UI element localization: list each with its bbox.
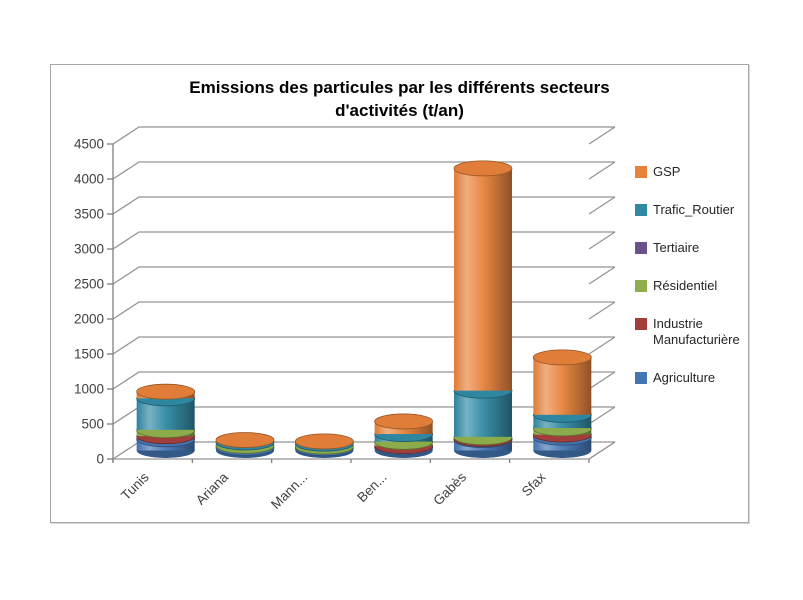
bar-sfax <box>532 349 592 458</box>
x-tick-label-ben: Ben... <box>354 470 390 506</box>
y-tick-label: 3000 <box>74 242 104 257</box>
bar-segment-gsp <box>533 357 592 415</box>
legend-swatch-trafic-routier <box>635 204 647 216</box>
bar-ariana <box>215 432 275 458</box>
x-tick-label-gab-s: Gabès <box>430 469 469 508</box>
legend-swatch-industrie-manufacturi-re <box>635 318 647 330</box>
legend-item-r-sidentiel: Résidentiel <box>635 278 745 294</box>
legend-label: Agriculture <box>653 370 716 385</box>
legend-item-gsp: GSP <box>635 164 745 180</box>
legend-swatch-r-sidentiel <box>635 280 647 292</box>
bar-mann <box>294 433 354 458</box>
x-tick-label-sfax: Sfax <box>519 469 549 499</box>
legend-item-trafic-routier: Trafic_Routier <box>635 202 745 218</box>
legend-swatch-agriculture <box>635 372 647 384</box>
y-tick-label: 2000 <box>74 312 104 327</box>
bar-ben <box>374 413 434 458</box>
legend-item-agriculture: Agriculture <box>635 370 745 386</box>
legend-label: Industrie Manufacturière <box>653 316 740 347</box>
bar-top-cap-gsp <box>215 432 275 448</box>
x-tick-label-ariana: Ariana <box>193 469 232 508</box>
legend-label: Trafic_Routier <box>653 202 735 217</box>
y-tick-label: 4500 <box>74 137 104 152</box>
legend-swatch-tertiaire <box>635 242 647 254</box>
y-tick-label: 0 <box>96 452 104 467</box>
chart-area: 0 500 1000 1500 2000 2500 3000 3500 4000 4500 Tuni… <box>50 64 749 523</box>
bar-top-cap-gsp <box>453 160 513 177</box>
plot-area: 0 500 1000 1500 2000 2500 3000 3500 4000 4500 Tuni… <box>74 126 616 512</box>
bar-top-cap-gsp <box>374 413 434 430</box>
bar-top-cap-gsp <box>136 383 196 400</box>
y-tick-label: 4000 <box>74 172 104 187</box>
y-tick-label: 1000 <box>74 382 104 397</box>
x-tick-label-mann: Mann... <box>268 470 310 512</box>
legend-item-industrie-manufacturi-re: Industrie Manufacturière <box>635 316 745 348</box>
legend-label: Tertiaire <box>653 240 700 255</box>
legend-item-tertiaire: Tertiaire <box>635 240 745 256</box>
y-tick-label: 2500 <box>74 277 104 292</box>
bar-top-cap-gsp <box>294 433 354 450</box>
chart-title: Emissions des particules par les différe… <box>189 78 610 120</box>
y-tick-label: 1500 <box>74 347 104 362</box>
legend-label: GSP <box>653 164 681 179</box>
x-tick-label-tunis: Tunis <box>118 469 152 503</box>
bar-gab-s <box>453 160 513 458</box>
y-tick-label: 3500 <box>74 207 104 222</box>
bar-top-cap-gsp <box>532 349 592 366</box>
legend: GSP Trafic_Routier Tertiaire Résidentiel Ind… <box>635 164 745 386</box>
y-axis-labels: 0 500 1000 1500 2000 2500 3000 3500 4000 4500 <box>74 137 104 467</box>
legend-swatch-gsp <box>635 166 647 178</box>
bar-segment-gsp <box>454 168 512 391</box>
y-tick-label: 500 <box>81 417 104 432</box>
axes <box>107 143 616 463</box>
bar-tunis <box>136 383 196 458</box>
x-axis-labels: Tunis Ariana Mann... Ben... Gabès Sfax <box>118 469 548 512</box>
bars <box>136 160 592 458</box>
legend-label: Résidentiel <box>653 278 718 293</box>
